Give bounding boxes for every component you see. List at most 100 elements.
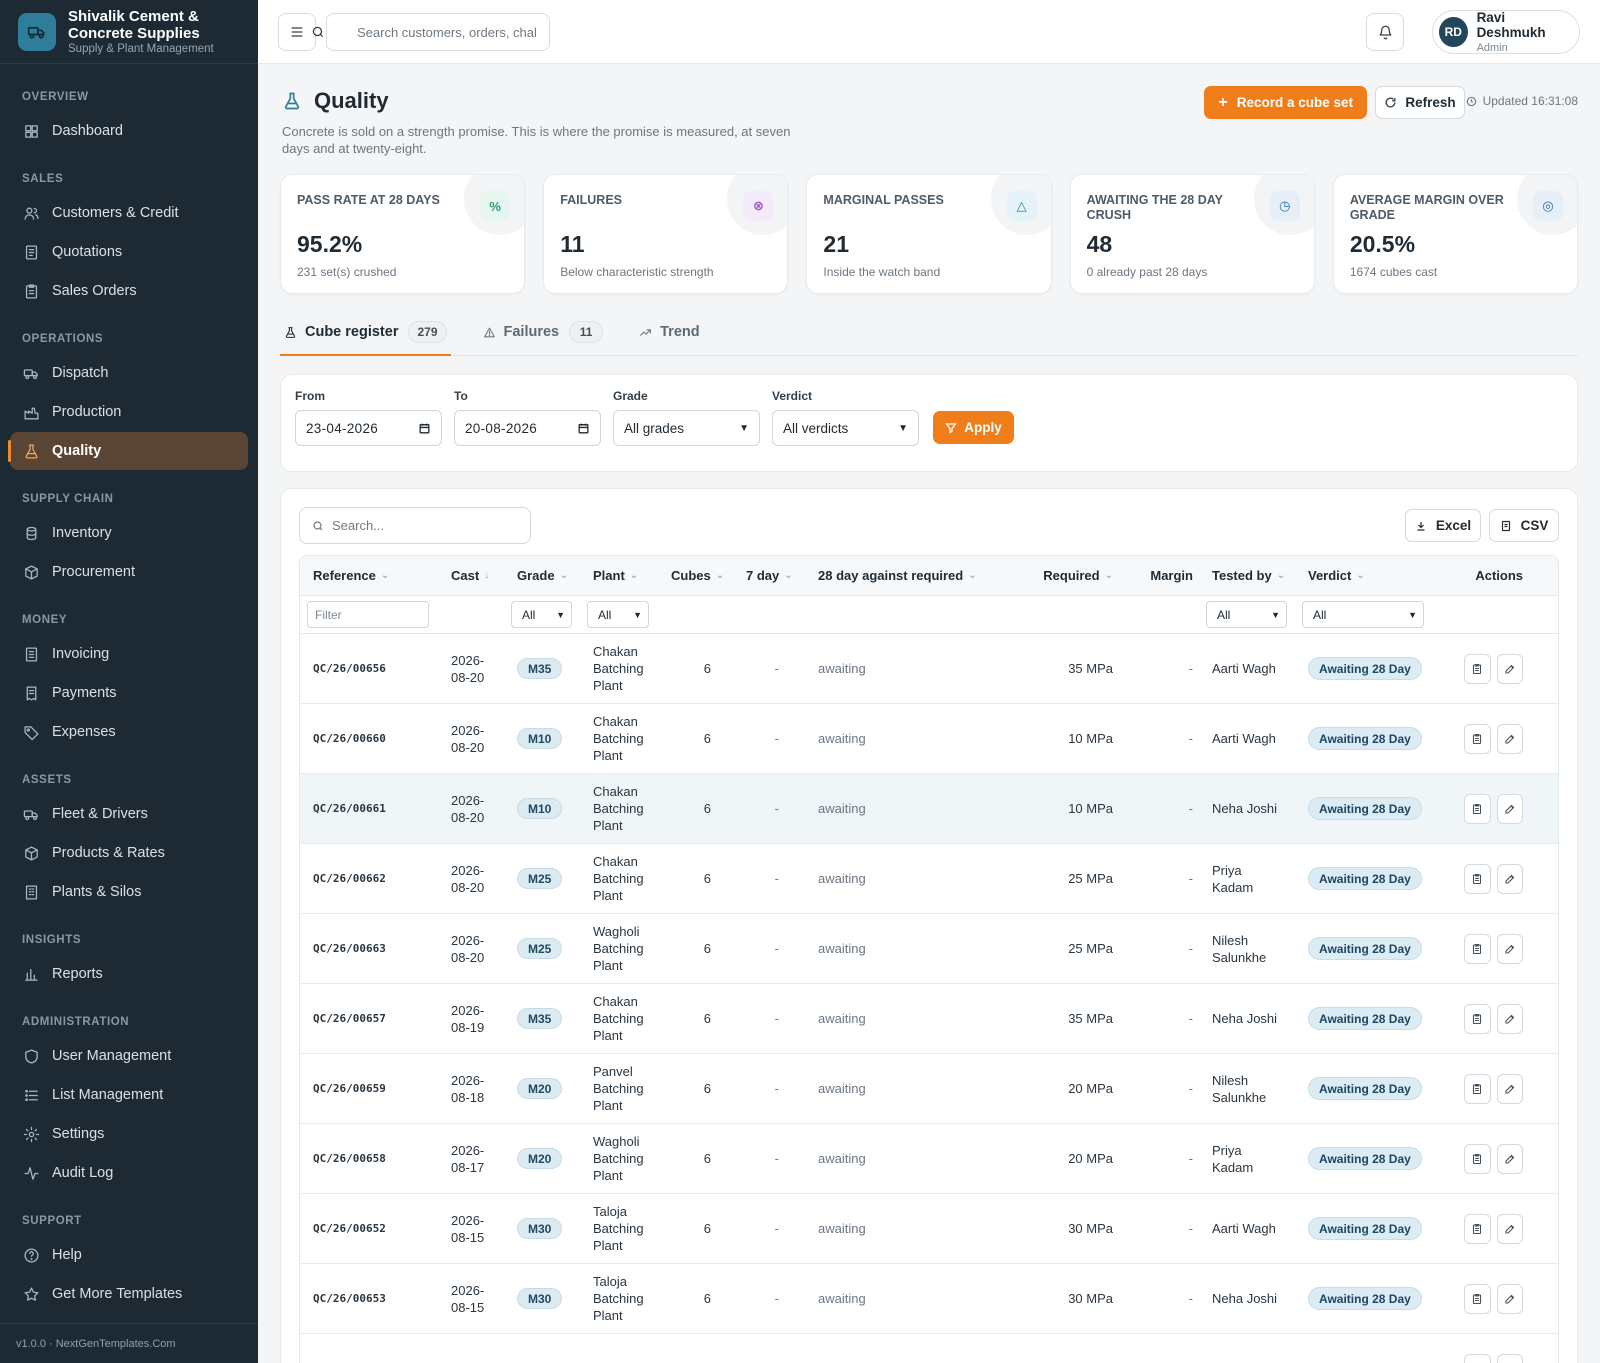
edit-button[interactable] [1496, 863, 1523, 894]
nav-section-title: Sales [22, 173, 64, 185]
sidebar-item-inventory[interactable]: Inventory [10, 514, 248, 552]
from-date-input[interactable]: 23-04-2026 [295, 410, 442, 446]
refresh-button[interactable]: Refresh [1375, 86, 1465, 119]
view-button[interactable] [1464, 793, 1491, 824]
verdict-filter-select[interactable]: All ▼ [1302, 601, 1424, 628]
edit-button[interactable] [1496, 933, 1523, 964]
tab-trend[interactable]: Trend [635, 309, 703, 355]
seven-day-cell: - [733, 1221, 805, 1236]
notifications-button[interactable] [1366, 13, 1404, 51]
sidebar-item-list-management[interactable]: List Management [10, 1076, 248, 1114]
export-excel-button[interactable]: Excel [1405, 509, 1481, 542]
tested-by-filter-select[interactable]: All ▼ [1206, 601, 1287, 628]
sidebar-item-dashboard[interactable]: Dashboard [10, 112, 248, 150]
grade-select[interactable]: All grades ▼ [613, 410, 760, 446]
actions-cell [1445, 653, 1535, 684]
column-header-required[interactable]: Required ⌄ [1027, 568, 1119, 583]
view-button[interactable] [1464, 1353, 1491, 1363]
reference-filter-input[interactable]: Filter [307, 601, 429, 628]
brand[interactable]: Shivalik Cement & Concrete Supplies Supp… [0, 0, 258, 64]
sidebar-item-reports[interactable]: Reports [10, 955, 248, 993]
sidebar-item-invoicing[interactable]: Invoicing [10, 635, 248, 673]
sidebar-item-audit-log[interactable]: Audit Log [10, 1154, 248, 1192]
column-header-verdict[interactable]: Verdict ⌄ [1295, 568, 1445, 583]
box-icon [22, 844, 40, 862]
table-row[interactable]: 2026- Bhiwandi Pri [300, 1334, 1558, 1363]
edit-button[interactable] [1496, 1353, 1523, 1363]
tag-icon [22, 723, 40, 741]
table-row[interactable]: QC/26/00659 2026- 08-18 M20 Panvel Batching Pl… [300, 1054, 1558, 1124]
sidebar-item-quotations[interactable]: Quotations [10, 233, 248, 271]
edit-button[interactable] [1496, 723, 1523, 754]
global-search-input[interactable]: Search customers, orders, chal [312, 13, 550, 51]
apply-filters-button[interactable]: Apply [933, 411, 1014, 444]
column-header-grade[interactable]: Grade ⌄ [504, 568, 580, 583]
view-button[interactable] [1464, 1143, 1491, 1174]
menu-toggle-button[interactable] [278, 13, 316, 51]
sidebar-item-customers-credit[interactable]: Customers & Credit [10, 194, 248, 232]
sidebar-item-procurement[interactable]: Procurement [10, 553, 248, 591]
export-csv-button[interactable]: CSV [1489, 509, 1559, 542]
sidebar-item-payments[interactable]: Payments [10, 674, 248, 712]
table-row[interactable]: QC/26/00661 2026- 08-20 M10 Chakan Batching Pl… [300, 774, 1558, 844]
sidebar-item-expenses[interactable]: Expenses [10, 713, 248, 751]
table-search-input[interactable]: Search... [299, 507, 531, 544]
column-header-cast[interactable]: Cast ↓ [438, 568, 504, 583]
sidebar-item-quality[interactable]: Quality [8, 432, 248, 470]
edit-button[interactable] [1496, 1003, 1523, 1034]
table-row[interactable]: QC/26/00652 2026- 08-15 M30 Taloja Batching Pl… [300, 1194, 1558, 1264]
column-header-margin[interactable]: Margin [1119, 568, 1199, 583]
column-header-tested-by[interactable]: Tested by ⌄ [1199, 568, 1295, 583]
sidebar-item-fleet-drivers[interactable]: Fleet & Drivers [10, 795, 248, 833]
view-button[interactable] [1464, 1003, 1491, 1034]
column-header-plant[interactable]: Plant ⌄ [580, 568, 658, 583]
table-row[interactable]: QC/26/00662 2026- 08-20 M25 Chakan Batching Pl… [300, 844, 1558, 914]
table-row[interactable]: QC/26/00660 2026- 08-20 M10 Chakan Batching Pl… [300, 704, 1558, 774]
sidebar-item-dispatch[interactable]: Dispatch [10, 354, 248, 392]
sidebar-item-user-management[interactable]: User Management [10, 1037, 248, 1075]
view-button[interactable] [1464, 653, 1491, 684]
edit-button[interactable] [1496, 1143, 1523, 1174]
sidebar-item-sales-orders[interactable]: Sales Orders [10, 272, 248, 310]
sidebar-item-plants-silos[interactable]: Plants & Silos [10, 873, 248, 911]
view-button[interactable] [1464, 933, 1491, 964]
required-cell: 20 MPa [1027, 1081, 1119, 1096]
clipboard-icon [1471, 1153, 1483, 1165]
sidebar-item-help[interactable]: Help [10, 1236, 248, 1274]
table-row[interactable]: QC/26/00656 2026- 08-20 M35 Chakan Batching Pl… [300, 634, 1558, 704]
sidebar-item-production[interactable]: Production [10, 393, 248, 431]
table-row[interactable]: QC/26/00653 2026- 08-15 M30 Taloja Batching Pl… [300, 1264, 1558, 1334]
table-row[interactable]: QC/26/00663 2026- 08-20 M25 Wagholi Batching P… [300, 914, 1558, 984]
verdict-select[interactable]: All verdicts ▼ [772, 410, 919, 446]
to-date-input[interactable]: 20-08-2026 [454, 410, 601, 446]
column-header-28-day[interactable]: 28 day against required ⌄ [805, 568, 1027, 583]
tab-failures[interactable]: Failures 11 [479, 309, 608, 355]
edit-button[interactable] [1496, 1213, 1523, 1244]
column-header-cubes[interactable]: Cubes ⌄ [658, 568, 733, 583]
view-button[interactable] [1464, 863, 1491, 894]
view-button[interactable] [1464, 1283, 1491, 1314]
chevron-down-icon: ▼ [633, 609, 642, 620]
grade-filter-select[interactable]: All ▼ [511, 601, 572, 628]
edit-button[interactable] [1496, 1073, 1523, 1104]
column-header-reference[interactable]: Reference ⌄ [300, 568, 438, 583]
tab-cube-register[interactable]: Cube register 279 [280, 309, 451, 356]
table-row[interactable]: QC/26/00657 2026- 08-19 M35 Chakan Batching Pl… [300, 984, 1558, 1054]
edit-button[interactable] [1496, 653, 1523, 684]
user-menu[interactable]: RD Ravi Deshmukh Admin [1432, 10, 1580, 54]
column-header-7-day[interactable]: 7 day ⌄ [733, 568, 805, 583]
plant-filter-select[interactable]: All ▼ [587, 601, 649, 628]
table-row[interactable]: QC/26/00658 2026- 08-17 M20 Wagholi Batching P… [300, 1124, 1558, 1194]
edit-button[interactable] [1496, 1283, 1523, 1314]
view-button[interactable] [1464, 1213, 1491, 1244]
edit-button[interactable] [1496, 793, 1523, 824]
sidebar-item-settings[interactable]: Settings [10, 1115, 248, 1153]
view-button[interactable] [1464, 723, 1491, 754]
sidebar-item-get-more-templates[interactable]: Get More Templates [10, 1275, 248, 1313]
twenty-eight-day-value: awaiting [818, 1011, 866, 1026]
view-button[interactable] [1464, 1073, 1491, 1104]
sidebar-item-label: Invoicing [52, 646, 110, 662]
sidebar-item-products-rates[interactable]: Products & Rates [10, 834, 248, 872]
grade-badge: M30 [517, 1218, 563, 1239]
record-cube-set-button[interactable]: + Record a cube set [1204, 86, 1367, 119]
